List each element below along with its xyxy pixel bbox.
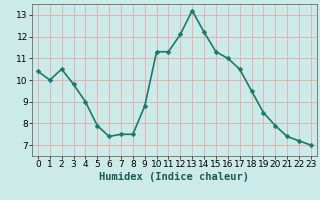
X-axis label: Humidex (Indice chaleur): Humidex (Indice chaleur) <box>100 172 249 182</box>
